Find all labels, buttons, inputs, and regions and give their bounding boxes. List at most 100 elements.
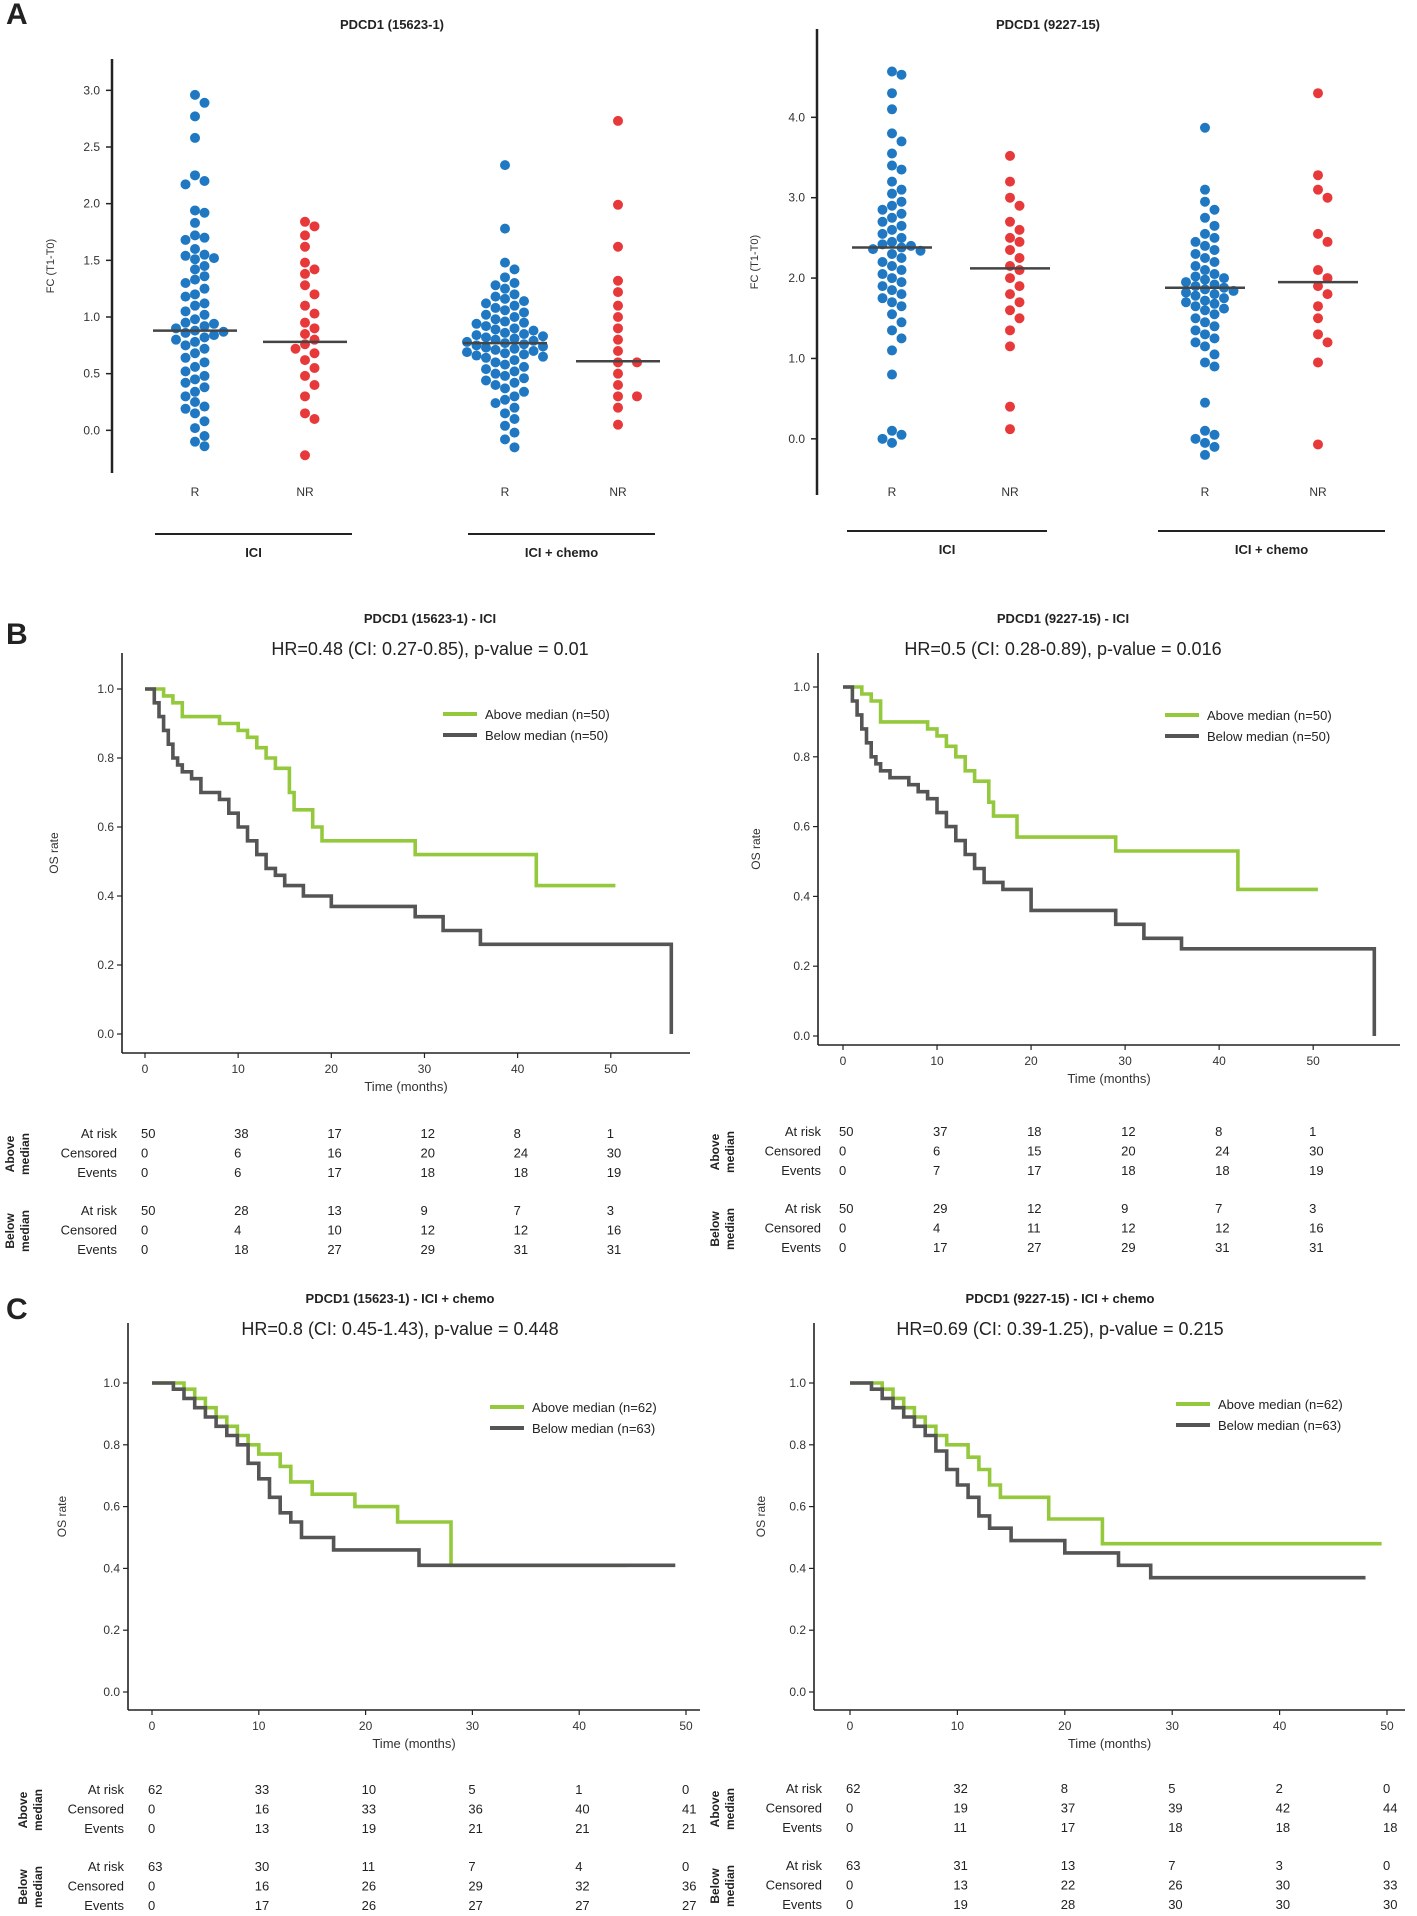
risk-cell: 16 <box>607 1223 621 1238</box>
risk-row-label: Censored <box>765 1221 821 1236</box>
data-point <box>1313 329 1323 340</box>
y-tick-label: 1.0 <box>788 351 805 365</box>
data-point <box>1190 281 1201 292</box>
risk-cell: 0 <box>148 1898 155 1913</box>
risk-group-label: Below <box>3 1213 17 1249</box>
risk-cell: 1 <box>1309 1124 1316 1139</box>
risk-cell: 21 <box>575 1821 589 1836</box>
data-point <box>1219 293 1229 304</box>
data-point <box>1005 401 1015 412</box>
risk-row-label: At risk <box>786 1781 823 1796</box>
data-point <box>887 285 897 296</box>
km-chart-15623-ici: PDCD1 (15623-1) - ICI HR=0.48 (CI: 0.27-0… <box>3 611 690 1257</box>
risk-cell: 10 <box>327 1223 341 1238</box>
km-curve-below-median <box>850 1381 1366 1580</box>
legend-label: Above median (n=62) <box>532 1400 657 1415</box>
data-point <box>199 441 210 452</box>
data-point <box>887 148 897 159</box>
panel-letter-c: C <box>6 1293 28 1326</box>
km-curve-above-median <box>850 1381 1382 1546</box>
data-point <box>896 301 907 312</box>
data-point <box>877 433 888 444</box>
risk-cell: 30 <box>1276 1897 1290 1912</box>
risk-group-label: Above <box>16 1791 30 1828</box>
risk-cell: 12 <box>420 1223 434 1238</box>
y-tick-label: 1.0 <box>97 682 114 696</box>
x-tick-label: 10 <box>951 1719 965 1733</box>
risk-cell: 8 <box>1061 1781 1068 1796</box>
y-axis-label: OS rate <box>749 828 763 870</box>
risk-cell: 17 <box>327 1165 341 1180</box>
data-point <box>490 380 501 390</box>
risk-cell: 50 <box>839 1201 853 1216</box>
data-point <box>471 350 482 361</box>
data-point <box>887 160 897 171</box>
chart-title: PDCD1 (15623-1) - ICI + chemo <box>306 1291 495 1306</box>
risk-cell: 18 <box>514 1165 528 1180</box>
risk-cell: 0 <box>846 1820 853 1835</box>
data-point <box>896 265 907 276</box>
data-point <box>509 264 520 275</box>
group-label: ICI <box>245 545 262 560</box>
risk-cell: 21 <box>682 1821 696 1836</box>
risk-cell: 5 <box>468 1782 475 1797</box>
y-tick-label: 0.4 <box>789 1561 806 1575</box>
y-axis-label: FC (T1-T0) <box>45 239 57 293</box>
data-point <box>887 188 897 199</box>
risk-cell: 17 <box>933 1240 947 1255</box>
risk-cell: 16 <box>327 1146 341 1161</box>
data-point <box>1209 361 1220 372</box>
risk-row-label: Events <box>84 1821 124 1836</box>
risk-cell: 30 <box>1276 1878 1290 1893</box>
risk-cell: 13 <box>327 1203 341 1218</box>
data-point <box>896 252 907 263</box>
y-tick-label: 0.4 <box>793 889 810 903</box>
x-tick-label: 40 <box>573 1719 587 1733</box>
risk-cell: 0 <box>1383 1858 1390 1873</box>
data-point <box>300 317 310 328</box>
data-point <box>1209 204 1220 215</box>
data-point <box>887 236 897 247</box>
risk-cell: 0 <box>141 1146 148 1161</box>
y-tick-label: 0.6 <box>97 820 114 834</box>
risk-cell: 0 <box>1383 1781 1390 1796</box>
risk-cell: 30 <box>1168 1897 1182 1912</box>
data-point <box>309 289 320 300</box>
data-point <box>199 382 210 393</box>
data-point <box>309 221 320 232</box>
risk-group-label: median <box>723 1865 737 1907</box>
y-tick-label: 0.0 <box>793 1029 810 1043</box>
risk-row-label: Events <box>781 1163 821 1178</box>
risk-row-label: Events <box>77 1165 117 1180</box>
data-point <box>1209 232 1220 243</box>
km-chart-9227-ici-chemo: PDCD1 (9227-15) - ICI + chemo HR=0.69 (CI… <box>708 1291 1405 1912</box>
data-point <box>509 377 520 388</box>
data-point <box>1200 357 1210 368</box>
data-point <box>199 207 210 218</box>
data-point <box>199 298 210 309</box>
data-point <box>1005 244 1015 255</box>
data-point <box>481 342 491 353</box>
risk-cell: 7 <box>1168 1858 1175 1873</box>
data-point <box>500 316 510 327</box>
data-point <box>1200 437 1210 448</box>
data-point <box>887 224 897 235</box>
y-tick-label: 4.0 <box>788 110 805 124</box>
risk-cell: 29 <box>468 1879 482 1894</box>
y-tick-label: 0.0 <box>788 432 805 446</box>
data-point <box>896 164 907 175</box>
data-point <box>199 283 210 294</box>
y-tick-label: 3.0 <box>83 83 100 97</box>
data-point <box>500 383 510 394</box>
data-point <box>180 377 191 388</box>
y-tick-label: 0.0 <box>97 1027 114 1041</box>
risk-row-label: Events <box>77 1242 117 1257</box>
data-point <box>300 370 310 381</box>
risk-group-label: Below <box>708 1868 722 1904</box>
data-point <box>613 287 623 298</box>
risk-group-label: median <box>18 1210 32 1252</box>
data-point <box>199 309 210 320</box>
y-tick-label: 0.6 <box>793 820 810 834</box>
data-point <box>1200 284 1210 295</box>
data-point <box>1200 295 1210 306</box>
